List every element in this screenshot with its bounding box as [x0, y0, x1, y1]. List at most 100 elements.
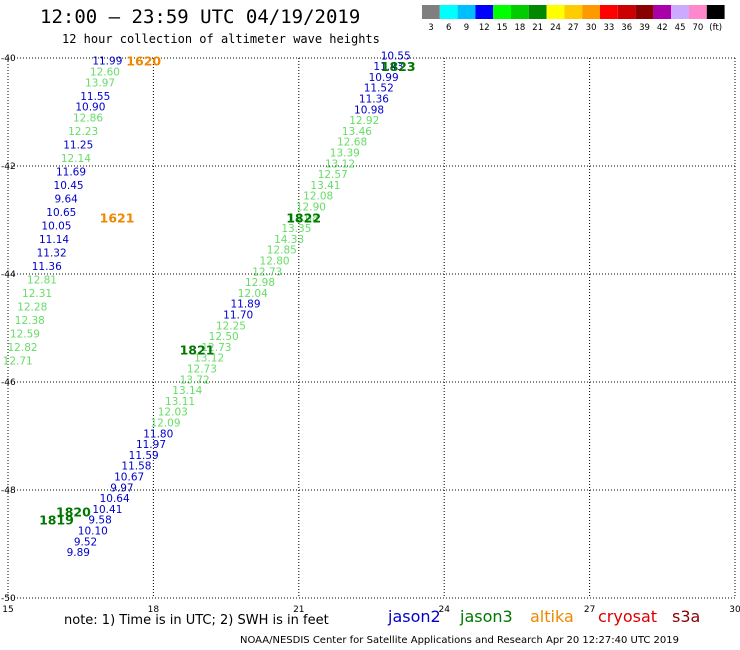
wave-height-value: 12.08: [303, 191, 333, 203]
wave-height-value: 12.59: [10, 328, 40, 340]
colorbar-label: 3: [428, 23, 433, 33]
track-number-label: 1819: [39, 513, 74, 528]
y-tick-label: -46: [1, 378, 16, 388]
wave-height-value: 12.81: [27, 274, 57, 286]
wave-height-value: 10.67: [114, 472, 144, 484]
colorbar-label: (ft): [709, 23, 722, 33]
wave-height-value: 10.99: [369, 72, 399, 84]
wave-height-value: 10.98: [354, 104, 384, 116]
wave-height-value: 12.73: [201, 342, 231, 354]
wave-height-value: 9.52: [74, 536, 97, 548]
wave-height-value: 10.64: [100, 493, 130, 505]
wave-height-value: 11.89: [230, 299, 260, 311]
y-tick-label: -40: [1, 54, 16, 64]
colorbar-swatch: [600, 5, 618, 19]
wave-height-value: 13.35: [281, 223, 311, 235]
colorbar-label: 42: [657, 23, 668, 33]
wave-height-value: 12.73: [187, 364, 217, 376]
note-text: note: 1) Time is in UTC; 2) SWH is in fe…: [64, 613, 329, 628]
colorbar-swatch: [422, 5, 440, 19]
colorbar-label: 39: [639, 23, 650, 33]
wave-height-value: 13.72: [180, 374, 210, 386]
wave-height-value: 10.90: [75, 102, 105, 114]
colorbar-label: 45: [675, 23, 686, 33]
wave-height-value: 11.55: [80, 91, 110, 103]
wave-height-value: 12.98: [245, 277, 275, 289]
wave-height-value: 12.73: [252, 266, 282, 278]
wave-height-value: 10.65: [46, 207, 76, 219]
x-tick-label: 15: [2, 605, 13, 615]
wave-height-value: 11.52: [364, 83, 394, 95]
wave-height-value: 11.25: [63, 139, 93, 151]
wave-height-value: 12.80: [260, 256, 290, 268]
wave-height-value: 11.58: [121, 461, 151, 473]
colorbar-label: 33: [603, 23, 614, 33]
x-tick-label: 21: [293, 605, 304, 615]
colorbar-label: 15: [497, 23, 508, 33]
wave-height-value: 14.33: [274, 234, 304, 246]
y-tick-label: -50: [1, 594, 16, 604]
wave-height-value: 11.97: [136, 439, 166, 451]
colorbar-label: 12: [479, 23, 490, 33]
wave-height-value: 11.80: [143, 428, 173, 440]
legend-s3a: s3a: [672, 607, 701, 626]
colorbar-swatch: [582, 5, 600, 19]
x-tick-label: 30: [729, 605, 740, 615]
colorbar-swatch: [564, 5, 583, 19]
wave-height-value: 13.12: [194, 353, 224, 365]
track-number-label: 1821: [180, 343, 215, 358]
colorbar-label: 27: [568, 23, 579, 33]
colorbar-label: 6: [446, 23, 451, 33]
page-subtitle: 12 hour collection of altimeter wave hei…: [62, 32, 380, 46]
wave-height-value: 12.23: [68, 126, 98, 138]
wave-height-value: 11.36: [359, 94, 389, 106]
color-scale-legend: 3 6 9 12 15 18 21 24 27 30 33 36 39 42 45 70 (ft): [422, 5, 725, 33]
wave-height-value: 12.09: [150, 418, 180, 430]
colorbar-label: 9: [464, 23, 469, 33]
colorbar-swatch: [475, 5, 494, 19]
wave-height-value: 12.92: [349, 115, 379, 127]
wave-height-value: 11.32: [37, 247, 67, 259]
track-number-label: 1620: [126, 54, 161, 69]
colorbar-swatch: [528, 5, 547, 19]
colorbar-swatch: [653, 5, 672, 19]
axis-ticks: 15 18 21 24 27 30-40-42-44-46-48-50: [1, 54, 740, 615]
wave-height-value: 13.11: [165, 396, 195, 408]
track-number-label: 1823: [381, 59, 416, 74]
x-tick-label: 27: [584, 605, 595, 615]
wave-height-value: 12.85: [267, 245, 297, 257]
legend-jason2: jason2: [388, 607, 441, 626]
wave-height-value: 12.31: [22, 288, 52, 300]
wave-height-value: 11.59: [129, 450, 159, 462]
wave-height-value: 12.82: [8, 342, 38, 354]
x-tick-label: 24: [438, 605, 450, 615]
colorbar-swatch: [546, 5, 565, 19]
wave-height-value: 12.90: [296, 202, 326, 214]
colorbar-swatch: [511, 5, 529, 19]
wave-height-value: 10.41: [92, 504, 122, 516]
wave-height-value: 9.89: [67, 547, 90, 559]
x-tick-label: 18: [148, 605, 160, 615]
wave-height-value: 12.38: [15, 315, 45, 327]
colorbar-label: 30: [586, 23, 597, 33]
track-number-label: 1621: [100, 210, 135, 225]
wave-height-value: 10.45: [54, 180, 84, 192]
wave-height-value: 12.28: [17, 301, 47, 313]
colorbar-label: 36: [621, 23, 632, 33]
wave-height-value: 9.97: [110, 482, 133, 494]
wave-height-value: 12.50: [209, 331, 239, 343]
colorbar-swatch: [706, 5, 725, 19]
wave-height-value: 11.70: [223, 310, 253, 322]
wave-height-value: 14.08: [289, 212, 319, 224]
colorbar-swatch: [617, 5, 636, 19]
colorbar-swatch: [439, 5, 458, 19]
wave-height-value: 13.46: [342, 126, 372, 138]
wave-height-value: 12.71: [3, 355, 33, 367]
footer-credit: NOAA/NESDIS Center for Satellite Applica…: [240, 635, 679, 646]
wave-height-value: 12.03: [158, 407, 188, 419]
colorbar-swatch: [689, 5, 707, 19]
wave-height-value: 10.10: [78, 526, 108, 538]
